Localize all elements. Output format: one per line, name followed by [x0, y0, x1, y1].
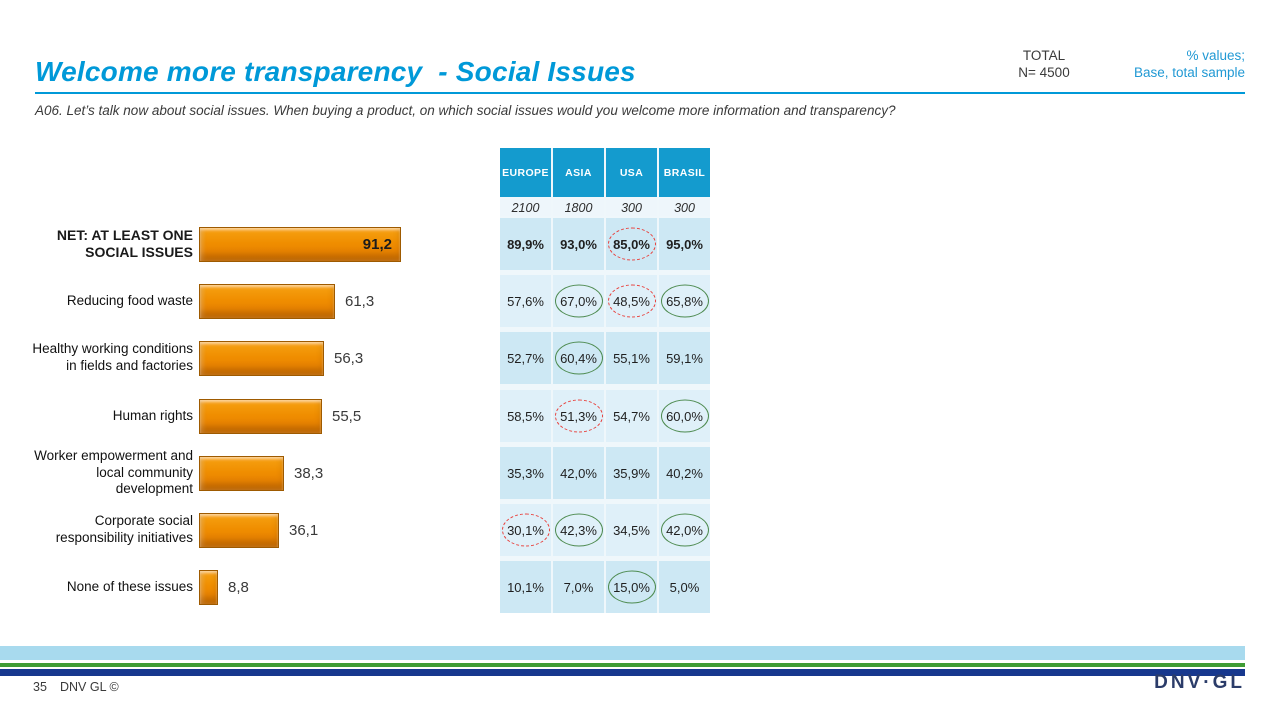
table-cell: 57,6%	[500, 275, 551, 327]
column-header-brasil: BRASIL	[659, 148, 710, 197]
table-row: 58,5% 51,3% 54,7% 60,0%	[0, 390, 1277, 442]
table-cell: 67,0%	[553, 275, 604, 327]
page-title: Welcome more transparency - Social Issue…	[35, 56, 636, 87]
table-cell: 42,0%	[659, 504, 710, 556]
table-cell: 52,7%	[500, 332, 551, 384]
bar-value: 91,2	[362, 235, 392, 253]
footer-stripe-sky	[0, 646, 1245, 660]
bar	[199, 512, 279, 548]
table-cell: 95,0%	[659, 218, 710, 270]
table-cell: 42,0%	[553, 447, 604, 499]
note-line2: Base, total sample	[1133, 64, 1245, 80]
column-header-europe: EUROPE	[500, 148, 551, 197]
bar-value: 8,8	[228, 578, 249, 596]
bar: 91,2	[199, 226, 401, 262]
table-cell: 15,0%	[606, 561, 657, 613]
bar-value: 38,3	[294, 464, 324, 482]
bar-label: Healthy working conditions in fields and…	[32, 341, 193, 373]
bar-label: NET: AT LEAST ONE SOCIAL ISSUES	[56, 226, 193, 261]
chart-row: Human rights 55,5	[0, 390, 500, 442]
table-cell: 89,9%	[500, 218, 551, 270]
table-cell: 35,3%	[500, 447, 551, 499]
table-cell: 30,1%	[500, 504, 551, 556]
base-size: 1800	[553, 199, 604, 216]
table-row: 89,9% 93,0% 85,0% 95,0%	[0, 218, 1277, 270]
total-block: TOTAL N= 4500	[998, 48, 1090, 82]
table-cell: 60,0%	[659, 390, 710, 442]
table-row: 52,7% 60,4% 55,1% 59,1%	[0, 332, 1277, 384]
note-line1: % values;	[1186, 48, 1245, 63]
bar-label: None of these issues	[66, 578, 193, 594]
bar	[199, 398, 322, 434]
bar	[199, 283, 335, 319]
table-cell: 54,7%	[606, 390, 657, 442]
footer-copyright: DNV GL ©	[60, 680, 119, 694]
table-cell: 48,5%	[606, 275, 657, 327]
table-cell: 85,0%	[606, 218, 657, 270]
total-label: TOTAL	[1022, 48, 1066, 63]
bar	[199, 455, 284, 491]
table-cell: 55,1%	[606, 332, 657, 384]
base-size: 2100	[500, 199, 551, 216]
bar	[199, 569, 218, 605]
column-header-usa: USA	[606, 148, 657, 197]
table-cell: 51,3%	[553, 390, 604, 442]
footer-stripe-navy	[0, 669, 1245, 676]
table-base-row: 2100 1800 300 300	[0, 199, 1277, 216]
total-n: N= 4500	[1018, 64, 1070, 80]
bar-value: 61,3	[345, 292, 375, 310]
base-size: 300	[659, 199, 710, 216]
table-cell: 35,9%	[606, 447, 657, 499]
page-number: 35	[33, 680, 47, 694]
base-size: 300	[606, 199, 657, 216]
table-row: 30,1% 42,3% 34,5% 42,0%	[0, 504, 1277, 556]
table-cell: 93,0%	[553, 218, 604, 270]
table-cell: 59,1%	[659, 332, 710, 384]
chart-row: Reducing food waste 61,3	[0, 275, 500, 327]
title-rule	[35, 92, 1245, 94]
table-header-row: EUROPE ASIA USA BRASIL	[0, 148, 1277, 197]
table-cell: 7,0%	[553, 561, 604, 613]
dnv-gl-logo: DNV·GL	[1154, 672, 1245, 693]
table-row: 10,1% 7,0% 15,0% 5,0%	[0, 561, 1277, 613]
bar-label: Worker empowerment and local community d…	[34, 447, 193, 497]
bar-value: 56,3	[334, 349, 364, 367]
bar-value: 36,1	[289, 521, 319, 539]
footer-stripe-green	[0, 663, 1245, 667]
table-cell: 60,4%	[553, 332, 604, 384]
table-cell: 58,5%	[500, 390, 551, 442]
base-note: % values; Base, total sample	[1085, 48, 1245, 82]
bar	[199, 340, 324, 376]
question-text: A06. Let’s talk now about social issues.…	[35, 103, 896, 118]
chart-row: Healthy working conditions in fields and…	[0, 332, 500, 384]
chart-row: Corporate social responsibility initiati…	[0, 504, 500, 556]
chart-row: Worker empowerment and local community d…	[0, 447, 500, 499]
table-cell: 40,2%	[659, 447, 710, 499]
bar-label: Corporate social responsibility initiati…	[55, 513, 193, 545]
table-cell: 5,0%	[659, 561, 710, 613]
chart-row: NET: AT LEAST ONE SOCIAL ISSUES 91,2	[0, 218, 500, 270]
bar-label: Reducing food waste	[66, 292, 193, 308]
bar-label: Human rights	[112, 407, 193, 423]
bar-value: 55,5	[332, 407, 362, 425]
table-cell: 42,3%	[553, 504, 604, 556]
chart-row: None of these issues 8,8	[0, 561, 500, 613]
column-header-asia: ASIA	[553, 148, 604, 197]
table-row: 35,3% 42,0% 35,9% 40,2%	[0, 447, 1277, 499]
table-row: 57,6% 67,0% 48,5% 65,8%	[0, 275, 1277, 327]
table-cell: 10,1%	[500, 561, 551, 613]
table-cell: 34,5%	[606, 504, 657, 556]
table-cell: 65,8%	[659, 275, 710, 327]
